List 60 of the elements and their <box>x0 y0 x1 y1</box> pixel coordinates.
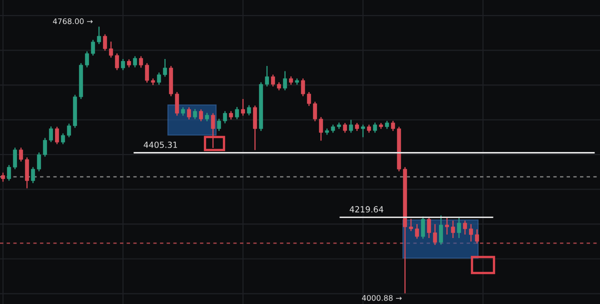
candlestick <box>108 41 114 58</box>
candlestick <box>198 108 204 122</box>
candlestick <box>264 65 270 88</box>
candlestick <box>24 156 30 189</box>
candlestick <box>300 78 306 97</box>
candlestick <box>96 26 102 45</box>
candlestick <box>438 214 444 246</box>
ref-line-label: 4405.31 <box>144 142 178 148</box>
candlestick <box>234 106 240 120</box>
candlestick <box>270 74 276 88</box>
candlestick <box>156 72 162 86</box>
candlestick <box>6 164 12 182</box>
candlestick <box>132 56 138 68</box>
candlestick <box>462 220 468 236</box>
candlestick <box>222 110 228 124</box>
candlestick <box>48 126 54 143</box>
candlestick <box>30 166 36 184</box>
candlestick <box>420 216 426 240</box>
candlestick <box>162 58 168 78</box>
candlestick <box>186 106 192 120</box>
candlestick <box>42 137 48 158</box>
candlestick <box>18 147 24 162</box>
candlestick <box>90 39 96 56</box>
candlestick <box>0 172 6 182</box>
candlestick <box>246 104 252 116</box>
candlestick <box>240 98 246 116</box>
candlestick <box>306 91 312 106</box>
candlestick <box>342 122 348 134</box>
candlestick <box>192 108 198 120</box>
candlestick <box>456 216 462 239</box>
candlestick <box>426 216 432 239</box>
candlestick <box>318 116 324 142</box>
ref-line-label: 4219.64 <box>350 206 384 212</box>
candlestick <box>282 70 288 91</box>
candlestick <box>36 152 42 172</box>
candlestick <box>174 91 180 116</box>
candlestick <box>60 132 66 145</box>
candlestick <box>432 224 438 246</box>
candlestick <box>372 122 378 134</box>
candlestick <box>102 34 108 52</box>
candlestick <box>450 220 456 239</box>
candlestick <box>312 101 318 122</box>
candlestick <box>144 62 150 84</box>
candlestick <box>348 119 354 134</box>
candlestick <box>114 52 120 71</box>
candlestick <box>138 56 144 68</box>
candlestick <box>66 123 72 138</box>
candlestick <box>216 118 222 132</box>
candlestick <box>54 126 60 145</box>
candlestick <box>84 50 90 68</box>
candlestick <box>360 124 366 138</box>
candlestick <box>474 228 480 244</box>
candlestick <box>120 58 126 71</box>
candlestick <box>468 224 474 242</box>
candlestick <box>252 105 258 151</box>
candlestick <box>408 218 414 232</box>
candlestick <box>414 224 420 240</box>
candlestick <box>390 120 396 132</box>
candlestick <box>444 216 450 236</box>
candlestick <box>12 147 18 170</box>
